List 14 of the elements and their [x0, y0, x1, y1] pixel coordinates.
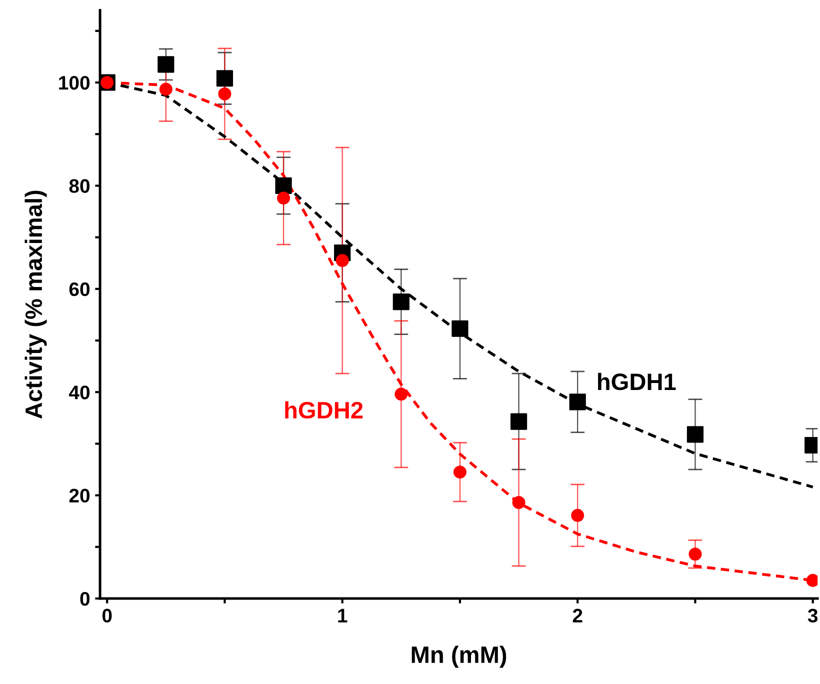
- x-tick-label: 2: [572, 608, 582, 622]
- y-tick-label: 100: [59, 76, 90, 90]
- y-tick-label: 40: [68, 386, 90, 400]
- y-tick-label: 60: [69, 282, 90, 296]
- x-tick-label: 3: [808, 608, 818, 623]
- x-tick-label: 1: [338, 608, 348, 622]
- y-tick-label: 20: [69, 488, 90, 503]
- series-label: hGDH1: [598, 372, 676, 390]
- series-label: hGDH2: [285, 401, 363, 419]
- x-axis-title: Mn (mM): [412, 646, 506, 668]
- y-axis-title: Activity (% maximal): [24, 190, 47, 419]
- y-tick-label: 0: [80, 592, 90, 606]
- y-tick-label: 80: [69, 179, 90, 193]
- x-tick-label: 0: [102, 608, 112, 623]
